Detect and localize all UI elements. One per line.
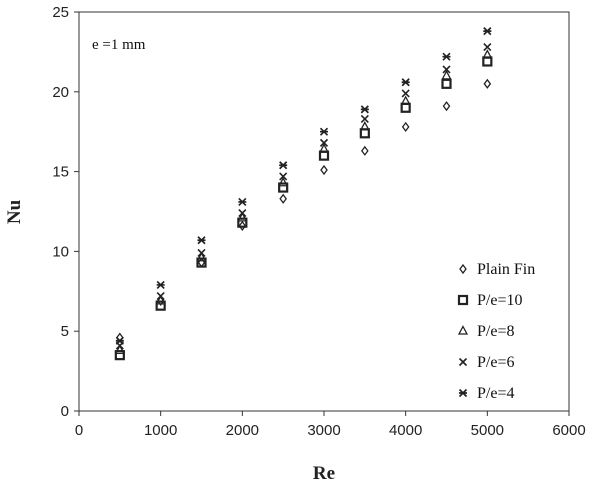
legend-marker xyxy=(459,263,467,275)
data-point xyxy=(279,161,288,170)
y-tick-label: 20 xyxy=(52,84,69,101)
axis-ticks: 0 1000 2000 3000 4000 5000 6000 0 5 10 15 20 25 xyxy=(52,4,585,439)
data-point xyxy=(155,294,166,305)
data-point xyxy=(115,336,124,345)
legend-item: P/e=10 xyxy=(457,292,522,309)
x-tick-label: 1000 xyxy=(144,422,177,439)
legend-item: P/e=8 xyxy=(457,323,514,340)
x-axis-title: Re xyxy=(313,463,335,484)
y-tick-label: 15 xyxy=(52,164,69,181)
y-tick-label: 25 xyxy=(52,4,69,21)
data-point xyxy=(155,300,166,311)
data-point xyxy=(483,78,492,89)
data-point xyxy=(197,257,206,268)
legend-label: P/e=6 xyxy=(477,354,514,371)
data-point xyxy=(114,350,125,361)
data-point xyxy=(483,27,492,36)
series-square xyxy=(114,56,493,361)
data-point xyxy=(238,197,247,207)
data-point xyxy=(359,121,370,131)
data-point xyxy=(441,69,452,80)
data-point xyxy=(279,172,288,181)
plot-area-frame xyxy=(78,11,570,412)
data-point xyxy=(320,164,328,176)
x-tick-label: 3000 xyxy=(307,422,340,439)
data-point xyxy=(401,78,410,87)
x-tick-label: 0 xyxy=(75,422,83,439)
series-x xyxy=(115,43,492,350)
data-point xyxy=(442,101,451,112)
x-tick-label: 2000 xyxy=(226,422,259,439)
data-point xyxy=(319,127,329,136)
data-point xyxy=(401,89,410,98)
data-point xyxy=(238,209,247,218)
legend-item: P/e=4 xyxy=(458,385,514,402)
data-point xyxy=(361,145,369,156)
legend-label: P/e=8 xyxy=(477,323,514,340)
data-point xyxy=(278,176,289,187)
legend-marker xyxy=(458,388,468,398)
legend-label: P/e=4 xyxy=(477,385,514,402)
data-point xyxy=(196,257,207,268)
data-point xyxy=(482,49,493,59)
legend-marker xyxy=(457,294,469,306)
x-tick-label: 4000 xyxy=(389,422,422,439)
data-point xyxy=(360,114,369,123)
x-tick-label: 6000 xyxy=(552,422,585,439)
data-point xyxy=(401,121,410,132)
data-point xyxy=(114,344,125,355)
annotation-label: e =1 mm xyxy=(92,37,146,53)
data-point xyxy=(156,280,165,290)
y-tick-label: 10 xyxy=(52,243,69,260)
data-point xyxy=(483,43,492,52)
legend-label: P/e=10 xyxy=(477,292,522,309)
data-point xyxy=(442,65,451,74)
y-tick-label: 0 xyxy=(61,403,69,420)
legend-item: P/e=6 xyxy=(458,354,514,371)
data-point xyxy=(400,95,411,106)
data-point xyxy=(442,52,451,61)
series-triangle xyxy=(114,49,493,355)
x-tick-label: 5000 xyxy=(471,422,504,439)
y-tick-label: 5 xyxy=(61,323,69,340)
data-point xyxy=(278,182,289,193)
legend-label: Plain Fin xyxy=(477,261,535,278)
data-point xyxy=(156,292,165,301)
legend-marker xyxy=(458,357,468,367)
data-point xyxy=(197,248,206,258)
series-star xyxy=(115,27,492,345)
data-point xyxy=(279,193,287,204)
data-point xyxy=(197,236,206,245)
legend: Plain Fin P/e=10 P/e=8 P/e=6 P/e=4 xyxy=(457,261,535,402)
data-point xyxy=(360,105,369,114)
legend-marker xyxy=(457,325,469,335)
series-diamond xyxy=(116,78,492,343)
data-point xyxy=(237,217,248,228)
data-point xyxy=(319,138,329,147)
data-point xyxy=(237,212,248,222)
data-point xyxy=(238,220,247,231)
legend-item: Plain Fin xyxy=(459,261,535,278)
data-point xyxy=(441,78,452,89)
data-point xyxy=(196,251,207,262)
data-points xyxy=(114,27,493,361)
data-point xyxy=(318,143,330,153)
y-axis-title: Nu xyxy=(4,199,25,224)
